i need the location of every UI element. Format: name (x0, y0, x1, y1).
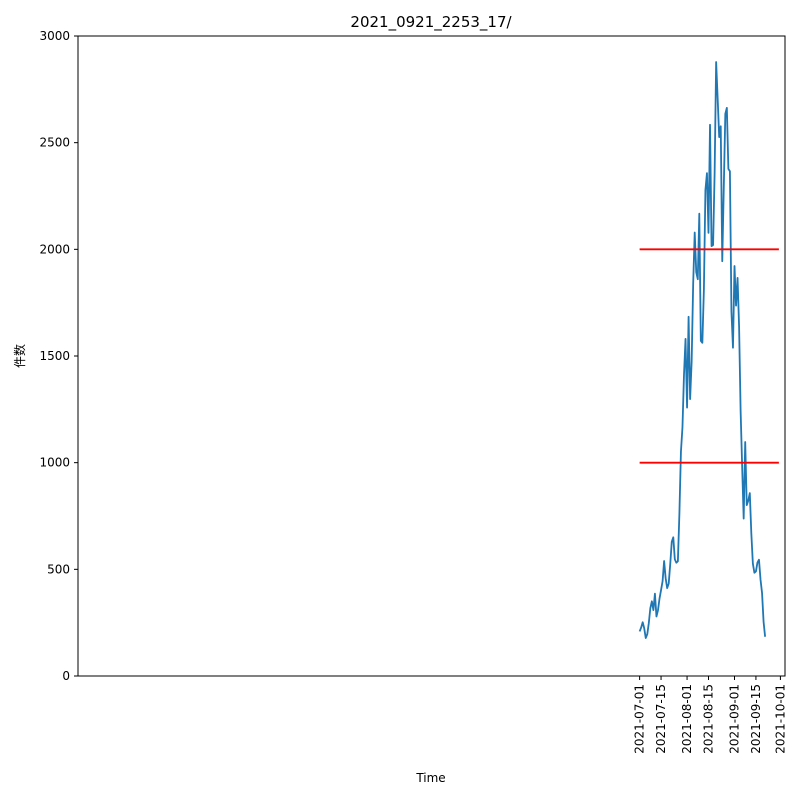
y-tick-label: 3000 (39, 29, 70, 43)
x-axis-title: Time (415, 771, 445, 785)
y-tick-label: 1000 (39, 456, 70, 470)
y-tick-label: 2500 (39, 136, 70, 150)
x-tick-label: 2021-08-15 (701, 684, 715, 754)
x-tick-label: 2021-07-15 (654, 684, 668, 754)
y-tick-label: 0 (62, 669, 70, 683)
x-tick-label: 2021-08-01 (680, 684, 694, 754)
y-tick-label: 500 (47, 562, 70, 576)
chart-title: 2021_0921_2253_17/ (350, 13, 512, 32)
y-tick-label: 1500 (39, 349, 70, 363)
y-axis-title: 件数 (12, 344, 27, 368)
x-tick-label: 2021-09-15 (749, 684, 763, 754)
series-layer (638, 61, 779, 639)
x-tick-label: 2021-07-01 (633, 684, 647, 754)
x-tick-label: 2021-09-01 (728, 684, 742, 754)
y-tick-label: 2000 (39, 242, 70, 256)
series-line-0 (638, 61, 767, 639)
ticks-layer: 0 500 1000 1500 2000 2500 3000 2021-07-01 2021-0… (39, 29, 787, 754)
x-tick-label: 2021-10-01 (773, 684, 787, 754)
plot-frame (77, 35, 786, 677)
